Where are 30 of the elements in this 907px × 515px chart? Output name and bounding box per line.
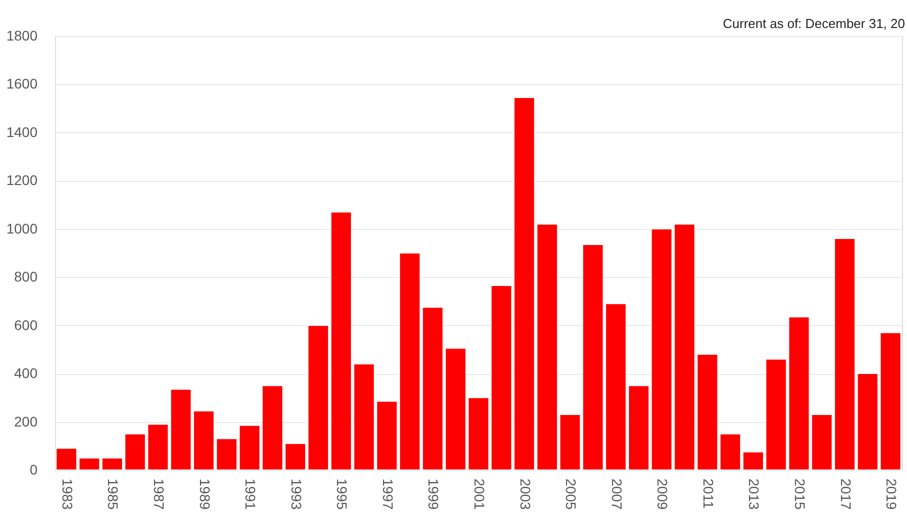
x-tick-label: 1985	[105, 478, 122, 510]
y-tick-label: 1200	[6, 172, 38, 188]
x-tick-label: 2015	[792, 478, 808, 510]
x-tick-label: 1997	[380, 478, 396, 510]
x-tick-label: 2011	[700, 478, 716, 509]
x-tick-label: 2007	[608, 478, 625, 510]
x-tick-label: 1999	[426, 478, 442, 510]
y-tick-label: 800	[14, 268, 38, 285]
text: Current as of: December 31, 20	[722, 16, 905, 31]
y-tick-label: 1000	[6, 220, 38, 236]
x-tick-label: 2005	[563, 478, 580, 510]
y-tick-label: 0	[30, 462, 38, 478]
y-tick-label: 400	[14, 365, 38, 382]
y-tick-label: 1600	[6, 76, 38, 92]
x-tick-label: 1991	[242, 478, 259, 510]
x-tick-label: 1993	[288, 478, 304, 510]
x-tick-label: 1983	[59, 478, 76, 510]
x-tick-label: 1987	[151, 478, 168, 510]
y-tick-label: 600	[14, 316, 38, 333]
x-tick-label: 2019	[884, 478, 900, 510]
y-tick-label: 200	[14, 413, 38, 430]
y-tick-label: 1400	[6, 124, 38, 140]
x-tick-label: 2001	[472, 478, 488, 510]
x-tick-label: 2013	[746, 478, 762, 510]
x-tick-label: 1995	[334, 478, 350, 510]
x-tick-label: 2003	[517, 478, 534, 510]
x-tick-label: 2009	[654, 478, 671, 510]
x-tick-label: 1989	[196, 478, 213, 510]
y-tick-label: 1800	[6, 28, 38, 44]
x-tick-label: 2017	[838, 478, 854, 510]
